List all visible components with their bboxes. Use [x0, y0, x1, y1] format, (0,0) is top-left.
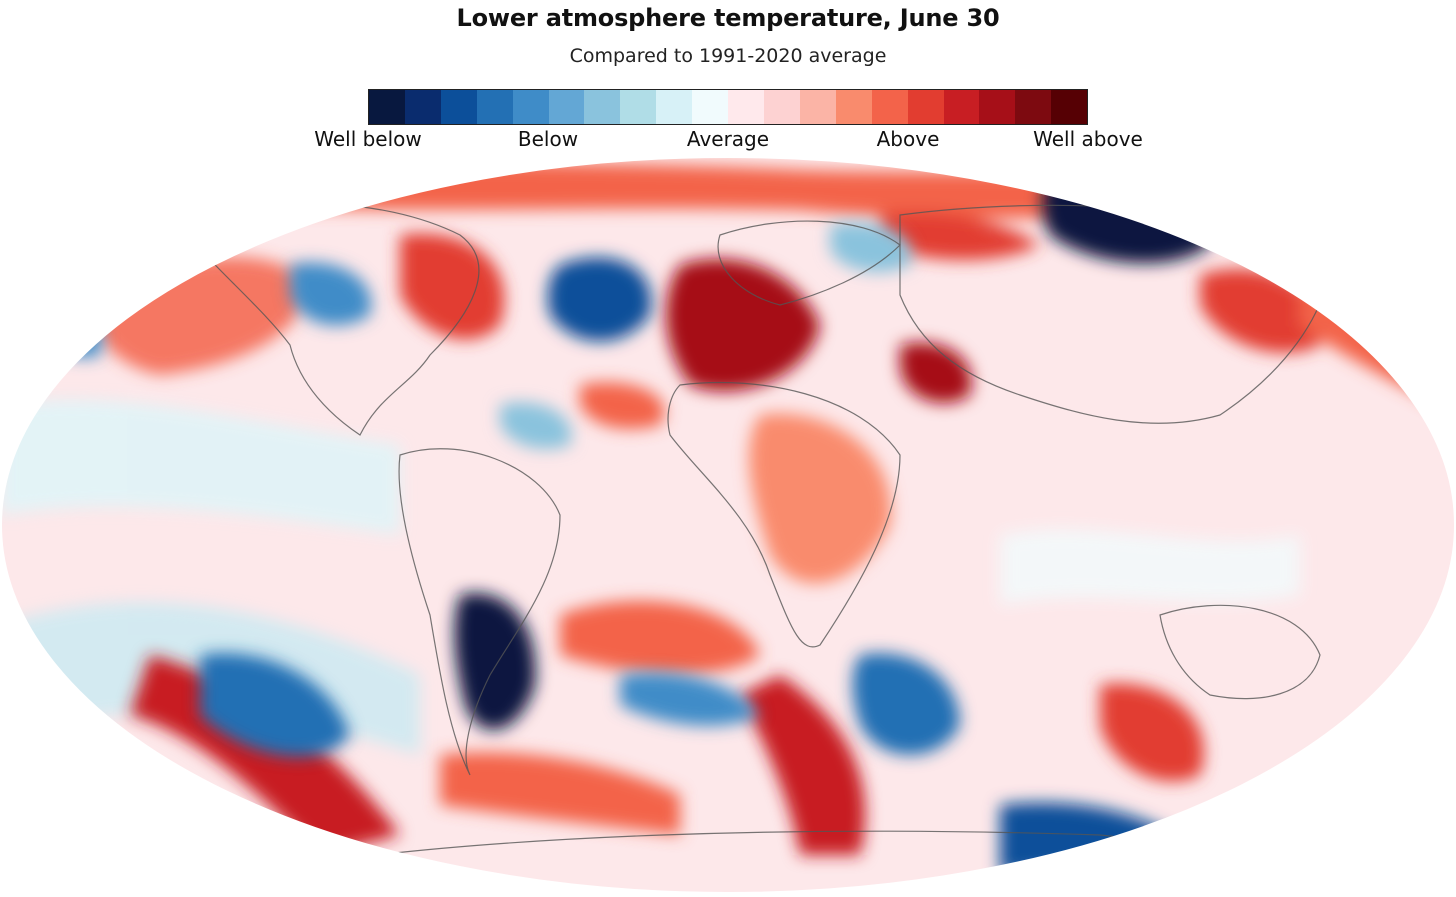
north-atlantic-cold-pool [547, 257, 652, 342]
legend-swatch-17 [979, 90, 1016, 124]
legend-swatch-4 [512, 90, 549, 124]
tropical-pacific-cool [1, 399, 400, 535]
legend-swatch-6 [584, 90, 621, 124]
east-pacific-cool [40, 293, 102, 358]
iran-heat [900, 342, 972, 404]
australia-outline [1159, 604, 1321, 700]
south-america-outline [398, 448, 561, 776]
legend-swatch-5 [548, 90, 585, 124]
south-america-cold [454, 593, 536, 730]
southern-ocean-warm-2 [740, 675, 866, 855]
legend-swatch-7 [620, 90, 657, 124]
south-pacific-cold [200, 653, 350, 757]
eastern-canada-warm [400, 233, 505, 340]
us-cool [290, 262, 372, 326]
legend-swatch-11 [763, 90, 800, 124]
legend-swatch-16 [943, 90, 980, 124]
south-atlantic-warm [560, 600, 760, 674]
legend-swatch-3 [476, 90, 513, 124]
color-legend [368, 89, 1088, 125]
southern-ocean-warm-1 [130, 655, 400, 855]
indian-ocean-cool [1000, 529, 1300, 605]
south-atlantic-cool [620, 672, 760, 726]
legend-swatch-15 [907, 90, 944, 124]
australia-south-warm [1100, 683, 1204, 782]
legend-label-below: Below [517, 127, 579, 151]
world-temperature-map [0, 156, 1456, 894]
legend-label-well-above: Well above [1033, 127, 1143, 151]
legend-swatch-1 [404, 90, 441, 124]
legend-swatch-2 [440, 90, 477, 124]
mediterranean-warm [580, 382, 665, 429]
legend-swatch-8 [656, 90, 693, 124]
central-atlantic-cool [500, 402, 572, 449]
map-edge [0, 156, 1456, 894]
south-pacific-warm [440, 752, 680, 835]
legend-label-well-below: Well below [314, 127, 422, 151]
europe-outline [717, 220, 901, 306]
africa-warm [749, 413, 891, 584]
legend-swatch-18 [1015, 90, 1052, 124]
chart-subtitle: Compared to 1991-2020 average [569, 45, 887, 67]
legend-swatch-10 [728, 90, 764, 124]
africa-outline [667, 382, 901, 648]
legend-swatch-12 [799, 90, 836, 124]
legend-swatch-19 [1051, 90, 1088, 124]
russia-warm-band [880, 212, 1040, 260]
southern-indian-cold-eddy [852, 653, 960, 755]
chart-title: Lower atmosphere temperature, June 30 [456, 4, 1000, 32]
legend-swatch-0 [369, 90, 405, 124]
legend-swatch-9 [692, 90, 729, 124]
europe-cool [830, 222, 912, 273]
legend-label-above: Above [876, 127, 940, 151]
legend-label-average: Average [686, 127, 770, 151]
western-europe-heat [666, 258, 820, 392]
legend-swatch-14 [871, 90, 908, 124]
legend-swatch-13 [835, 90, 872, 124]
